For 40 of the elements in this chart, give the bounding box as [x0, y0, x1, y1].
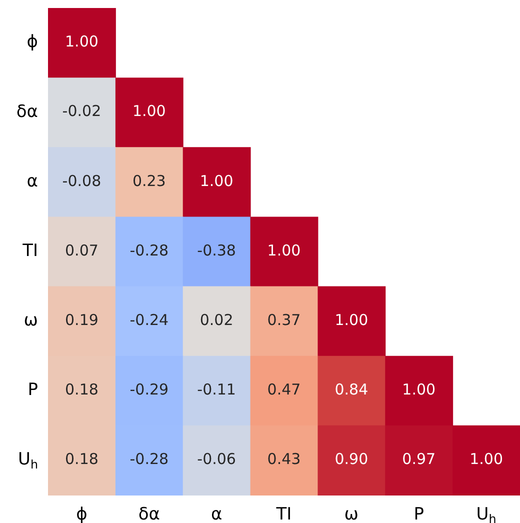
data-label: -0.28 [130, 241, 169, 260]
data-label: 1.00 [132, 102, 166, 120]
y-tick-label: ω [24, 310, 38, 330]
data-label: 1.00 [470, 450, 503, 468]
y-tick-label: TI [22, 240, 38, 261]
data-label: 1.00 [65, 32, 98, 51]
data-label: 0.02 [200, 310, 234, 329]
data-label: -0.06 [197, 450, 236, 468]
x-tick-label: P [414, 504, 424, 523]
y-tick-label: P [28, 380, 38, 400]
data-label: -0.02 [62, 102, 102, 120]
data-label: 1.00 [200, 172, 234, 190]
data-label: 0.23 [132, 172, 166, 190]
data-label: 0.97 [402, 450, 436, 468]
data-label: 0.47 [267, 380, 301, 399]
data-label: -0.08 [62, 172, 102, 190]
data-label: -0.11 [197, 380, 236, 399]
y-tick-label: α [26, 171, 38, 192]
data-label: 0.37 [267, 310, 301, 329]
data-label: 0.90 [334, 450, 368, 468]
data-label: -0.24 [130, 310, 169, 329]
data-label: -0.29 [130, 380, 169, 399]
data-label: -0.38 [197, 241, 236, 260]
data-label: 0.07 [65, 241, 98, 260]
x-tick-label: ϕ [76, 504, 88, 523]
data-label: 0.43 [267, 450, 301, 468]
x-tick-label: δα [138, 504, 160, 523]
data-label: -0.28 [130, 450, 169, 468]
x-tick-label: ω [344, 504, 359, 523]
data-label: 0.18 [65, 380, 98, 399]
data-label: 0.18 [65, 450, 98, 468]
y-tick-label: ϕ [26, 32, 38, 52]
data-label: 1.00 [402, 380, 436, 399]
x-tick-label: α [210, 504, 222, 523]
data-label: 0.19 [65, 310, 98, 329]
x-tick-label: TI [275, 504, 292, 523]
data-label: 1.00 [334, 310, 368, 329]
y-tick-label: δα [16, 102, 38, 122]
data-label: 1.00 [267, 241, 301, 260]
data-label: 0.84 [334, 380, 368, 399]
